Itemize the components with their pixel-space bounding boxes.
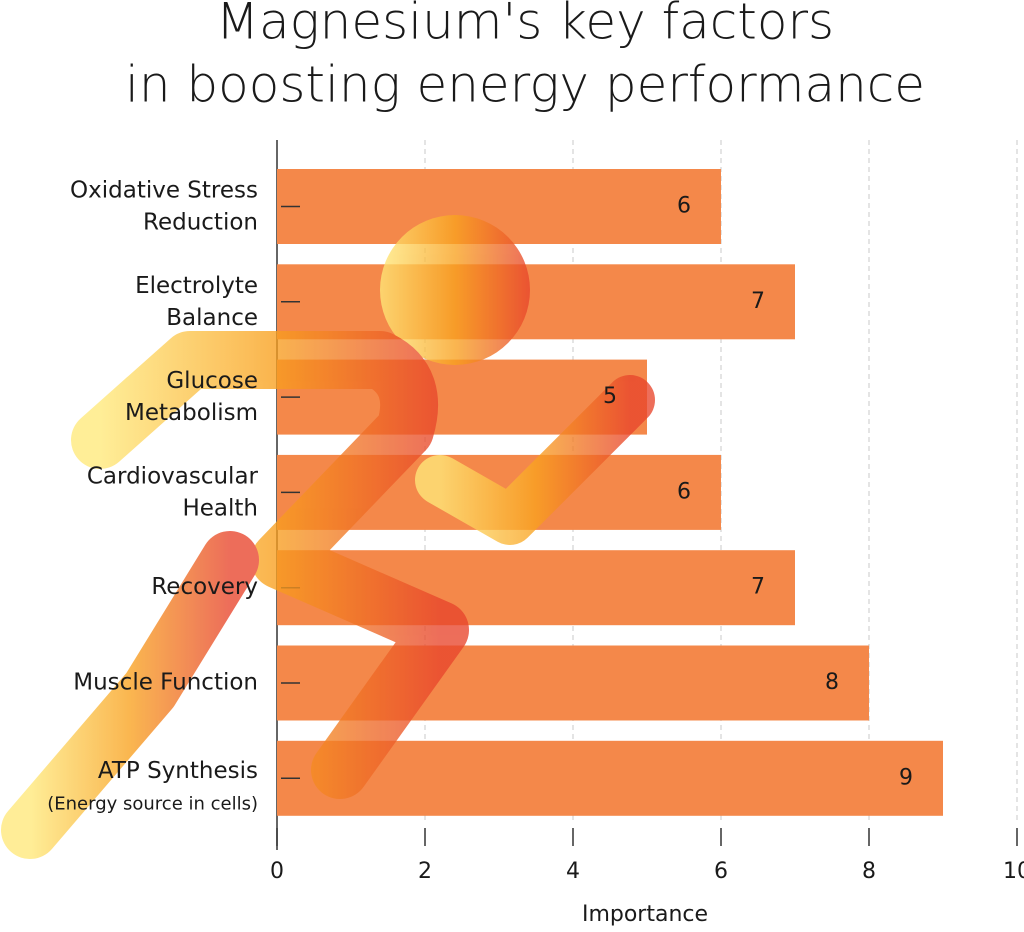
value-label: 6 <box>677 479 691 504</box>
value-label: 7 <box>751 575 765 600</box>
x-tick-label: 6 <box>714 859 728 884</box>
runner-arm <box>415 375 655 545</box>
plot-area <box>276 140 1018 850</box>
x-tick-label: 8 <box>862 859 876 884</box>
runner-head <box>380 215 530 365</box>
value-label: 5 <box>603 384 617 409</box>
bar <box>277 740 943 816</box>
x-tick-label: 2 <box>418 859 432 884</box>
x-tick-label: 10 <box>1003 859 1024 884</box>
bar <box>277 264 795 340</box>
labels: Magnesium's key factors in boosting energ… <box>47 0 1024 927</box>
value-label: 6 <box>677 194 691 219</box>
value-label: 7 <box>751 289 765 314</box>
value-label: 8 <box>825 670 839 695</box>
annotation: (Energy source in cells) <box>47 793 258 814</box>
runner-body <box>71 331 469 799</box>
y-tick-label: Glucose Metabolism <box>125 368 258 426</box>
y-tick-label: Recovery <box>151 574 258 600</box>
x-tick-label: 0 <box>270 859 284 884</box>
value-label: 9 <box>899 765 913 790</box>
y-tick-label: Electrolyte Balance <box>135 272 258 330</box>
x-axis-label: Importance <box>582 902 708 927</box>
x-tick-label: 4 <box>566 859 580 884</box>
y-tick-label: Cardiovascular Health <box>87 463 259 521</box>
runner-illustration <box>1 215 655 859</box>
chart-title: Magnesium's key factors in boosting energ… <box>125 0 925 113</box>
y-tick-label: Oxidative Stress Reduction <box>70 177 258 235</box>
y-tick-label: ATP Synthesis <box>98 758 258 784</box>
y-tick-label: Muscle Function <box>73 670 258 696</box>
runner-leg <box>1 531 259 859</box>
